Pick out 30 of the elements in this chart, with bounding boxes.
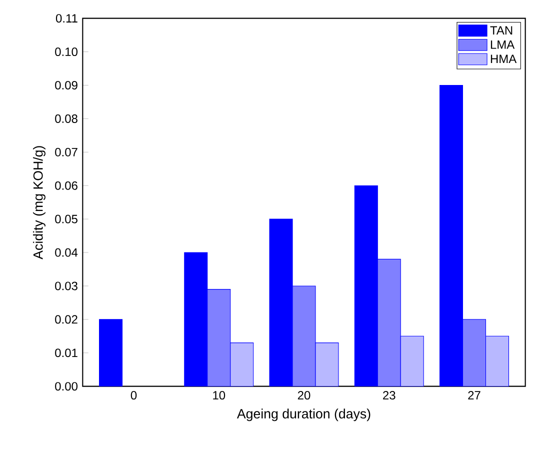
x-tick-label: 20 <box>298 391 310 400</box>
bar <box>315 342 339 386</box>
x-axis-title: Ageing duration (days) <box>236 408 370 422</box>
y-tick-label: 0.02 <box>55 315 78 324</box>
x-tick-label: 27 <box>468 391 480 400</box>
bar <box>400 336 424 386</box>
y-tick-label: 0.03 <box>55 282 78 290</box>
x-tick-label: 23 <box>383 391 396 400</box>
y-tick-label: 0.09 <box>55 80 78 90</box>
x-tick-label: 10 <box>213 391 226 400</box>
bar <box>485 336 509 386</box>
y-tick-label: 0.05 <box>55 214 78 224</box>
bar <box>377 258 401 386</box>
y-axis-title: Acidity (mg KOH/g) <box>33 146 46 260</box>
legend-label: HMA <box>490 54 517 64</box>
bar <box>462 319 486 386</box>
y-tick-label: 0.07 <box>55 148 78 156</box>
legend-label: LMA <box>490 40 515 49</box>
y-tick-label: 0.08 <box>55 114 78 123</box>
x-tick-label: 0 <box>130 391 137 400</box>
bar <box>207 289 231 386</box>
y-tick-label: 0.10 <box>55 48 78 56</box>
y-tick-label: 0.11 <box>56 14 78 23</box>
y-tick-label: 0.01 <box>55 348 78 358</box>
y-tick-label: 0.00 <box>55 382 78 391</box>
y-tick-label: 0.04 <box>55 248 78 257</box>
y-tick-label: 0.06 <box>55 181 78 190</box>
legend-label: TAN <box>490 26 512 35</box>
bar <box>230 342 254 386</box>
bar <box>292 286 316 386</box>
